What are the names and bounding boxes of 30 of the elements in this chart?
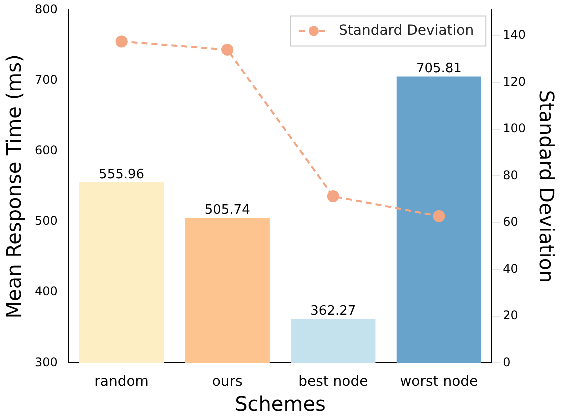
data-label: 705.81	[416, 62, 462, 77]
legend-label: Standard Deviation	[338, 22, 474, 39]
data-label: 362.27	[310, 304, 356, 320]
y2-tick-label: 140	[503, 28, 526, 42]
y-tick-label: 700	[35, 72, 58, 87]
data-label: 505.74	[204, 202, 250, 218]
y2-tick-label: 40	[503, 262, 518, 276]
point	[327, 190, 340, 203]
y2-tick-label: 0	[503, 355, 511, 370]
x-tick-label: best node	[298, 374, 368, 390]
y-tick-label: 400	[35, 284, 58, 299]
y-tick-label: 800	[35, 2, 58, 16]
point	[116, 36, 128, 48]
y-tick-label: 500	[35, 214, 58, 228]
y2-tick-label: 100	[503, 122, 526, 136]
x-axis-title: Schemes	[235, 392, 326, 416]
point	[222, 44, 234, 56]
y-tick-label: 300	[35, 355, 58, 370]
y2-tick-label: 120	[503, 74, 526, 89]
x-tick-label: ours	[212, 374, 243, 390]
y-tick-label: 600	[35, 144, 58, 158]
y2-tick-label: 60	[503, 215, 518, 230]
x-tick-label: worst node	[400, 374, 478, 390]
data-label: 555.96	[99, 167, 145, 182]
point	[433, 210, 446, 222]
x-tick-label: random	[94, 374, 149, 390]
y2-tick-label: 80	[503, 168, 518, 182]
y2-axis-title: Standard Deviation	[534, 90, 559, 284]
y2-tick-label: 20	[503, 308, 518, 323]
y-axis-title: Mean Response Time (ms)	[2, 54, 26, 319]
